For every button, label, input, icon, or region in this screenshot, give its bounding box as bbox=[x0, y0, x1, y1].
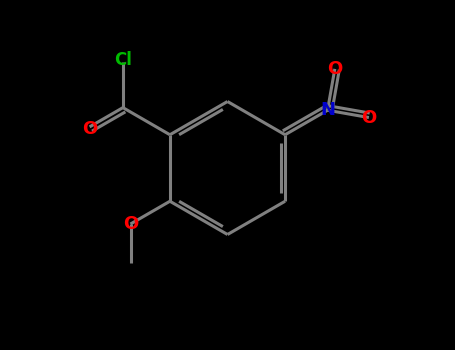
Text: O: O bbox=[327, 60, 343, 78]
Text: N: N bbox=[320, 101, 335, 119]
Text: Cl: Cl bbox=[114, 51, 132, 69]
Text: O: O bbox=[123, 215, 138, 233]
Text: O: O bbox=[361, 108, 377, 127]
Text: O: O bbox=[82, 120, 97, 138]
